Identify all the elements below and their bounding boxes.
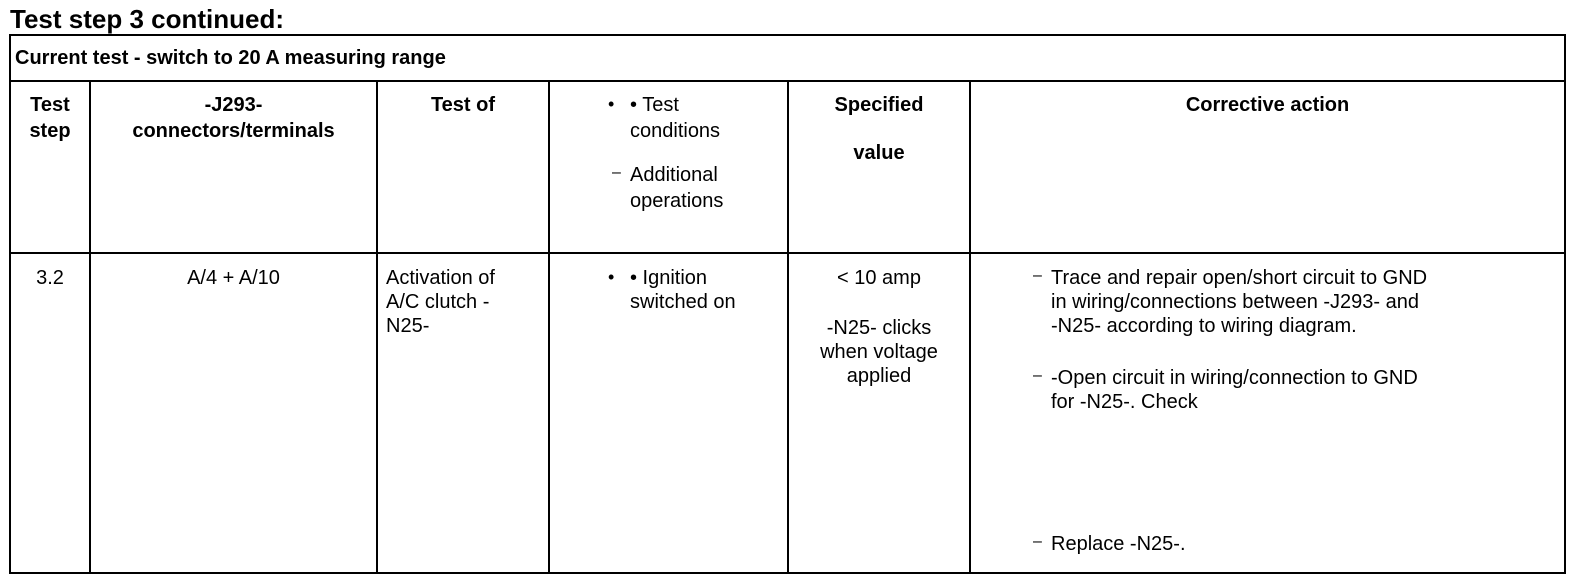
header-conditions-dash: Additional operations — [550, 160, 787, 214]
cell-corrective-action: Trace and repair open/short circuit to G… — [968, 252, 1567, 574]
action-item: Replace -N25-. — [971, 530, 1192, 556]
test-table: Current test - switch to 20 A measuring … — [8, 34, 1567, 574]
cell-test-of: Activation of A/C clutch - N25- — [376, 252, 550, 574]
page-title: Test step 3 continued: — [10, 4, 284, 34]
cell-connectors: A/4 + A/10 — [89, 252, 378, 574]
header-connectors: -J293- connectors/terminals — [89, 80, 378, 254]
table-row: 3.2 A/4 + A/10 Activation of A/C clutch … — [9, 252, 1567, 574]
cell-step: 3.2 — [9, 252, 91, 574]
action-item: -Open circuit in wiring/connection to GN… — [971, 364, 1564, 414]
cell-conditions: • Ignition switched on — [548, 252, 789, 574]
header-specified-value: Specified value — [787, 80, 971, 254]
action-item: Trace and repair open/short circuit to G… — [971, 264, 1564, 338]
section-row: Current test - switch to 20 A measuring … — [8, 34, 1567, 82]
section-title: Current test - switch to 20 A measuring … — [8, 34, 1567, 82]
header-corrective-action: Corrective action — [968, 80, 1567, 254]
header-conditions: • Test conditions Additional operations — [548, 80, 789, 254]
header-row: Test step -J293- connectors/terminals Te… — [9, 80, 1567, 254]
header-test-step: Test step — [9, 80, 91, 254]
cell-specified-value: < 10 amp -N25- clicks when voltage appli… — [787, 252, 971, 574]
header-test-of: Test of — [376, 80, 550, 254]
header-conditions-bullet: • Test conditions — [550, 91, 787, 144]
